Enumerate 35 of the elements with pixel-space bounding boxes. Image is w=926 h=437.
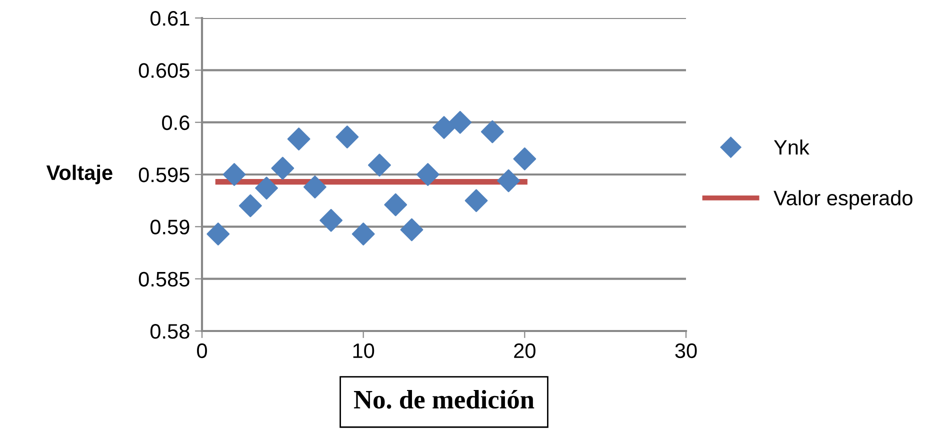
y-tick-label: 0.59 [150, 220, 190, 234]
x-axis-title: No. de medición [354, 390, 534, 409]
x-tick-label: 0 [197, 343, 207, 358]
point [287, 128, 310, 150]
y-tick-label: 0.58 [150, 324, 190, 339]
point [368, 154, 391, 177]
point [480, 120, 504, 144]
y-tick-label: 0.595 [138, 168, 190, 182]
point [352, 222, 375, 246]
x-tick-label: 10 [353, 343, 374, 358]
legend-label: Ynk [774, 139, 810, 155]
point [448, 110, 472, 134]
point [255, 176, 278, 200]
point [222, 163, 246, 186]
point [416, 163, 440, 186]
point [497, 169, 520, 192]
point [336, 125, 359, 148]
point [206, 222, 230, 246]
y-tick-label: 0.585 [138, 272, 190, 287]
x-tick-label: 20 [514, 343, 536, 358]
point [271, 156, 294, 180]
point [320, 208, 343, 232]
point [464, 189, 488, 212]
point [303, 176, 326, 198]
y-axis-title: Voltaje [46, 164, 112, 184]
x-tick-label: 30 [675, 343, 697, 358]
point [400, 218, 424, 242]
y-tick-label: 0.61 [150, 11, 190, 26]
y-tick-label: 0.6 [162, 115, 190, 130]
point [432, 116, 456, 140]
point [384, 193, 408, 216]
point [238, 194, 262, 218]
legend-label: Valor esperado [774, 190, 912, 210]
point [513, 147, 536, 170]
y-tick-label: 0.605 [138, 63, 190, 78]
